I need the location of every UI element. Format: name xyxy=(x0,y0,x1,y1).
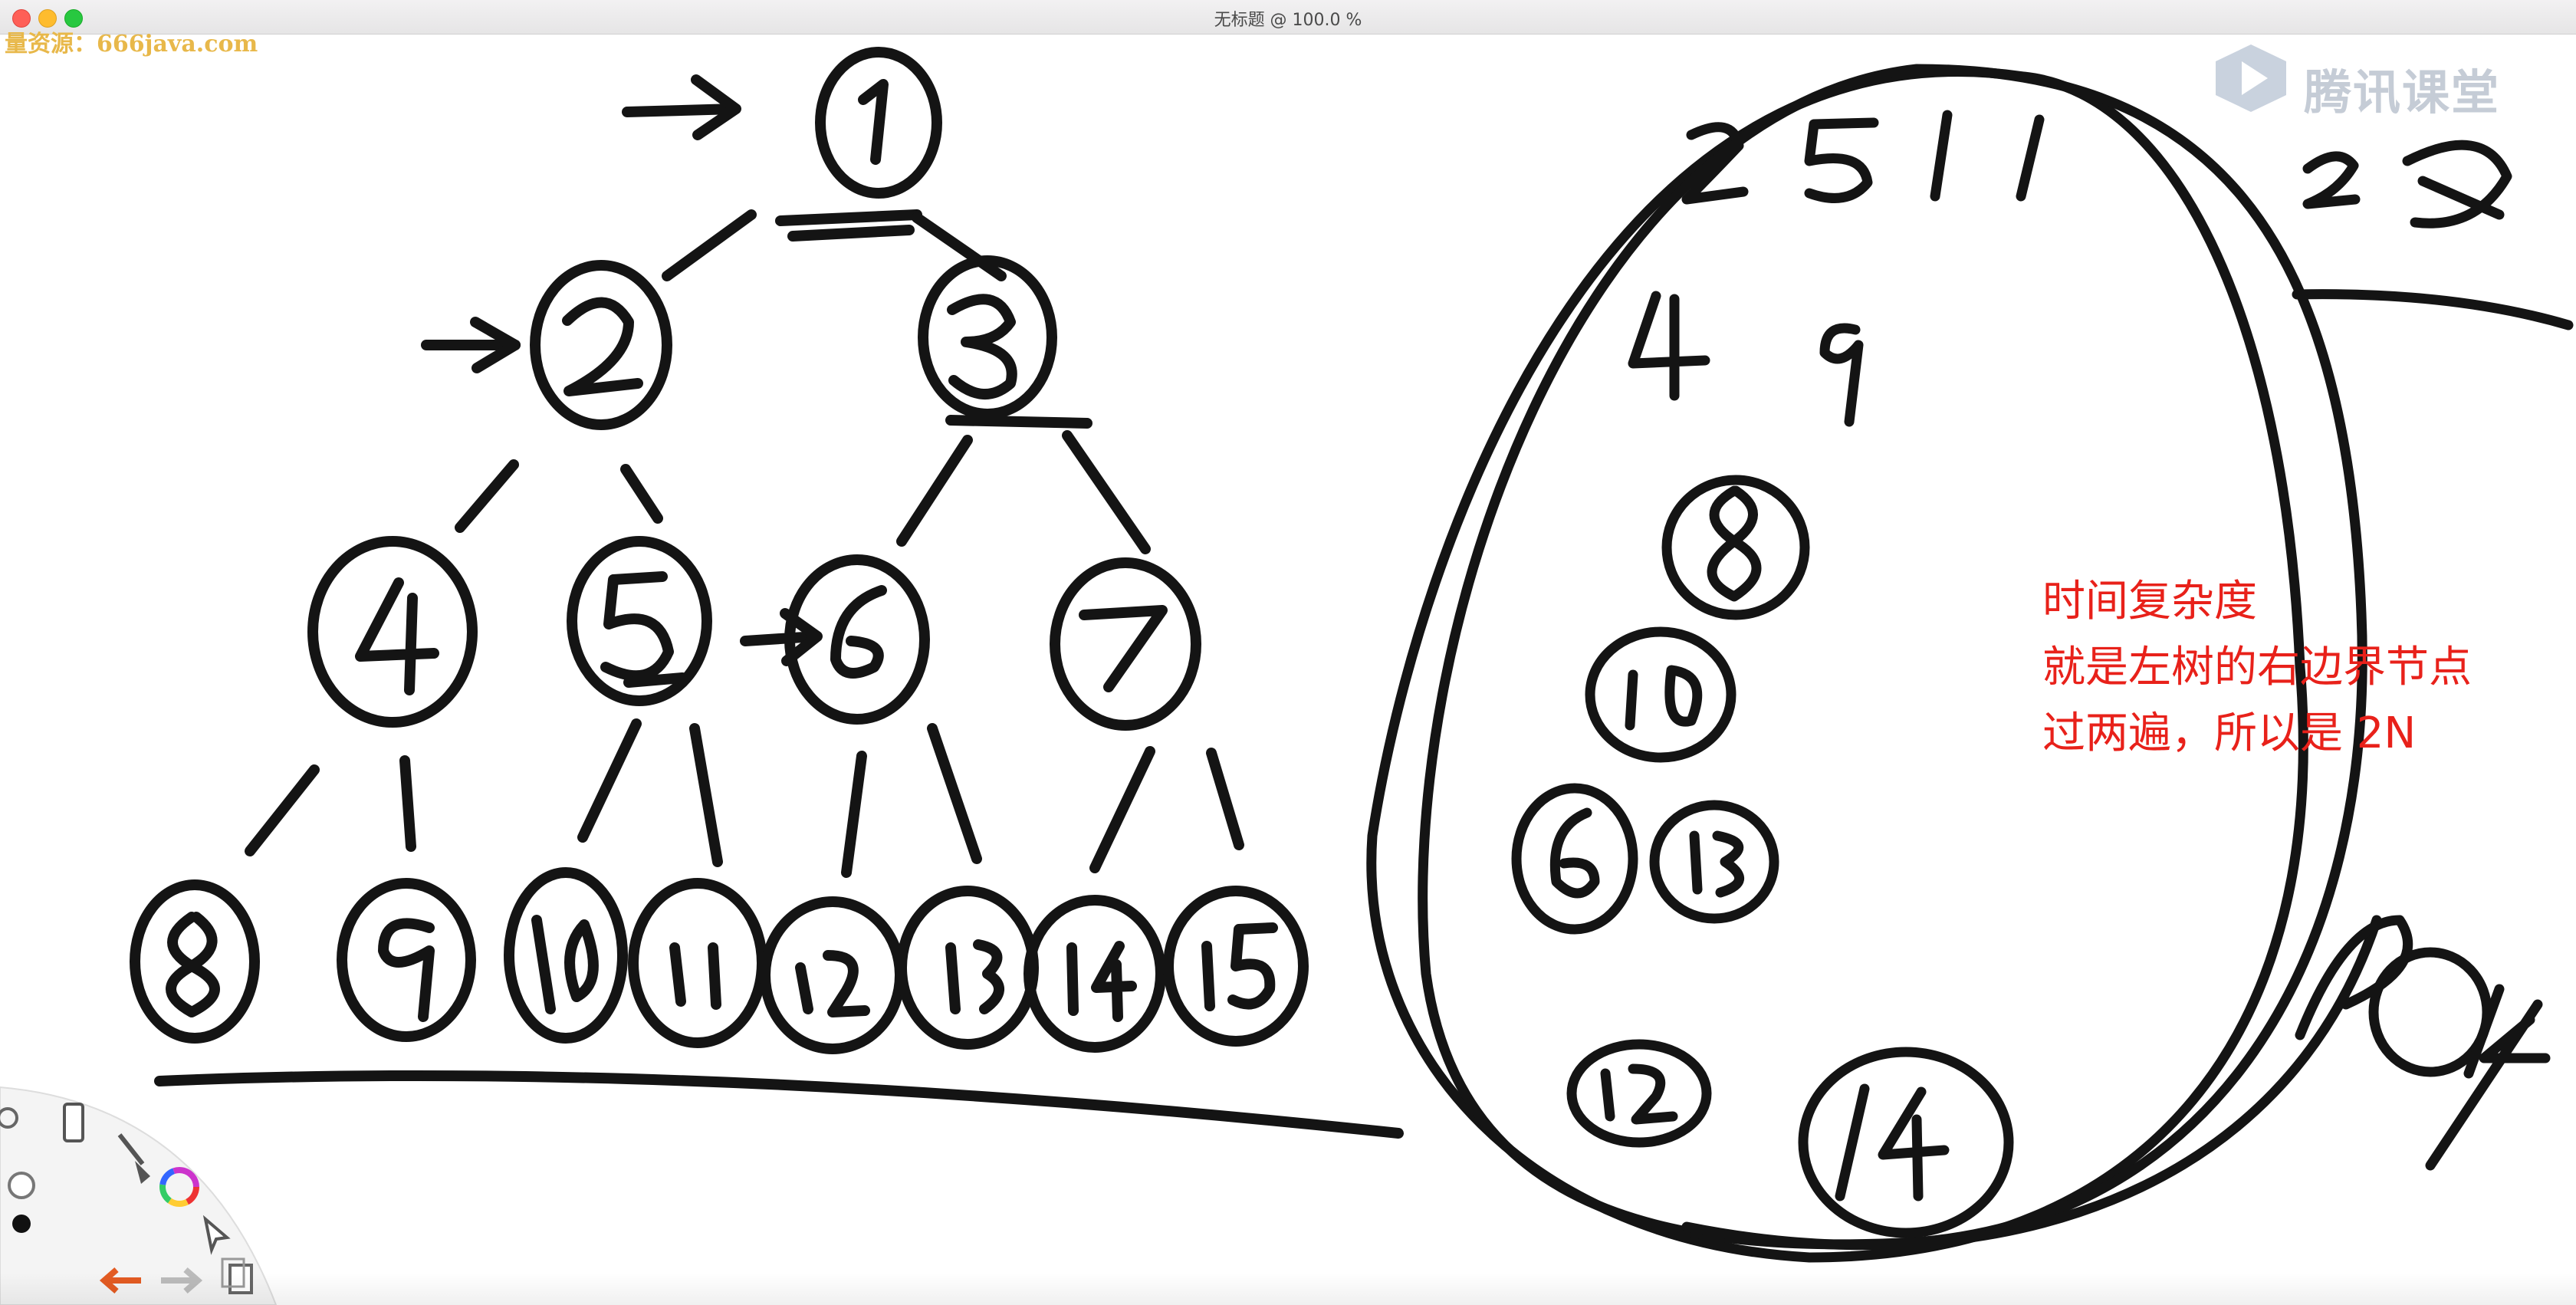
drawing-tool-wheel xyxy=(0,1086,278,1305)
close-window-button[interactable] xyxy=(12,9,31,28)
arrow-mark-1 xyxy=(622,74,741,140)
window-title: 无标题 @ 100.0 % xyxy=(1214,11,1362,30)
ellipse-sketch xyxy=(1366,64,2382,1263)
play-triangle-icon xyxy=(2216,44,2286,112)
bottom-edge-shadow xyxy=(0,1273,2576,1305)
zoom-window-button[interactable] xyxy=(64,9,83,28)
note-line-3: 过两遍，所以是 2N xyxy=(2042,708,2417,758)
minimize-window-button[interactable] xyxy=(38,9,57,28)
note-line-2: 就是左树的右边界节点 xyxy=(2042,643,2472,692)
arrow-mark-2 xyxy=(421,317,521,373)
copy-icon[interactable] xyxy=(221,1257,253,1294)
dot-icon[interactable] xyxy=(12,1215,31,1233)
right-scribbles xyxy=(2292,140,2574,1171)
complexity-note: 时间复杂度 就是左树的右边界节点 过两遍，所以是 2N xyxy=(2042,569,2472,767)
profile-icon[interactable] xyxy=(8,1172,35,1199)
selection-icon[interactable] xyxy=(202,1215,231,1255)
tencent-classroom-logo xyxy=(2216,44,2286,112)
note-line-1: 时间复杂度 xyxy=(2042,577,2257,626)
logo-brand-text: 腾讯课堂 xyxy=(2304,64,2501,120)
undo-icon[interactable] xyxy=(99,1267,141,1294)
redo-icon[interactable] xyxy=(161,1267,203,1294)
window-titlebar: 无标题 @ 100.0 % xyxy=(0,0,2576,35)
drawing-canvas[interactable] xyxy=(0,34,2576,1305)
arrow-mark-6 xyxy=(740,608,823,666)
binary-tree-sketch xyxy=(130,47,1404,1139)
brush-icon[interactable] xyxy=(117,1133,150,1184)
settings-icon[interactable] xyxy=(0,1107,18,1129)
ruler-icon[interactable] xyxy=(63,1103,84,1142)
color-wheel-icon[interactable] xyxy=(159,1167,199,1207)
watermark-text: 量资源：666java.com xyxy=(5,31,258,58)
